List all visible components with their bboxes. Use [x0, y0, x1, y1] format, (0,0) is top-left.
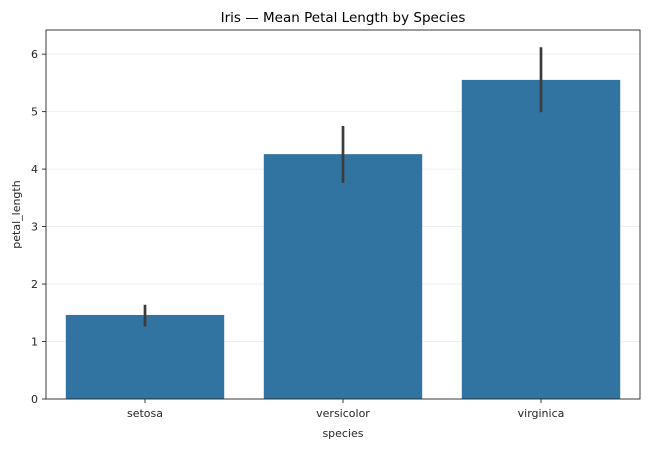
- y-tick-label: 4: [31, 163, 38, 176]
- bar-virginica: [461, 79, 621, 400]
- x-tick-label: virginica: [518, 407, 565, 420]
- bars: [65, 79, 621, 400]
- bar-setosa: [65, 314, 225, 399]
- y-tick-label: 3: [31, 221, 38, 234]
- y-tick-label: 1: [31, 336, 38, 349]
- error-bars: [143, 47, 543, 327]
- y-tick-label: 0: [31, 393, 38, 406]
- x-axis-label: species: [322, 427, 363, 440]
- y-axis-ticks: 0 1 2 3 4 5 6: [31, 48, 46, 406]
- x-tick-label: setosa: [127, 407, 163, 420]
- y-tick-label: 2: [31, 278, 38, 291]
- y-axis-label: petal_length: [10, 180, 23, 248]
- bar-versicolor: [263, 154, 423, 399]
- y-tick-label: 6: [31, 48, 38, 61]
- x-tick-label: versicolor: [316, 407, 370, 420]
- chart-title: Iris — Mean Petal Length by Species: [221, 10, 466, 26]
- y-tick-label: 5: [31, 106, 38, 119]
- x-axis-ticks: setosa versicolor virginica: [127, 399, 564, 420]
